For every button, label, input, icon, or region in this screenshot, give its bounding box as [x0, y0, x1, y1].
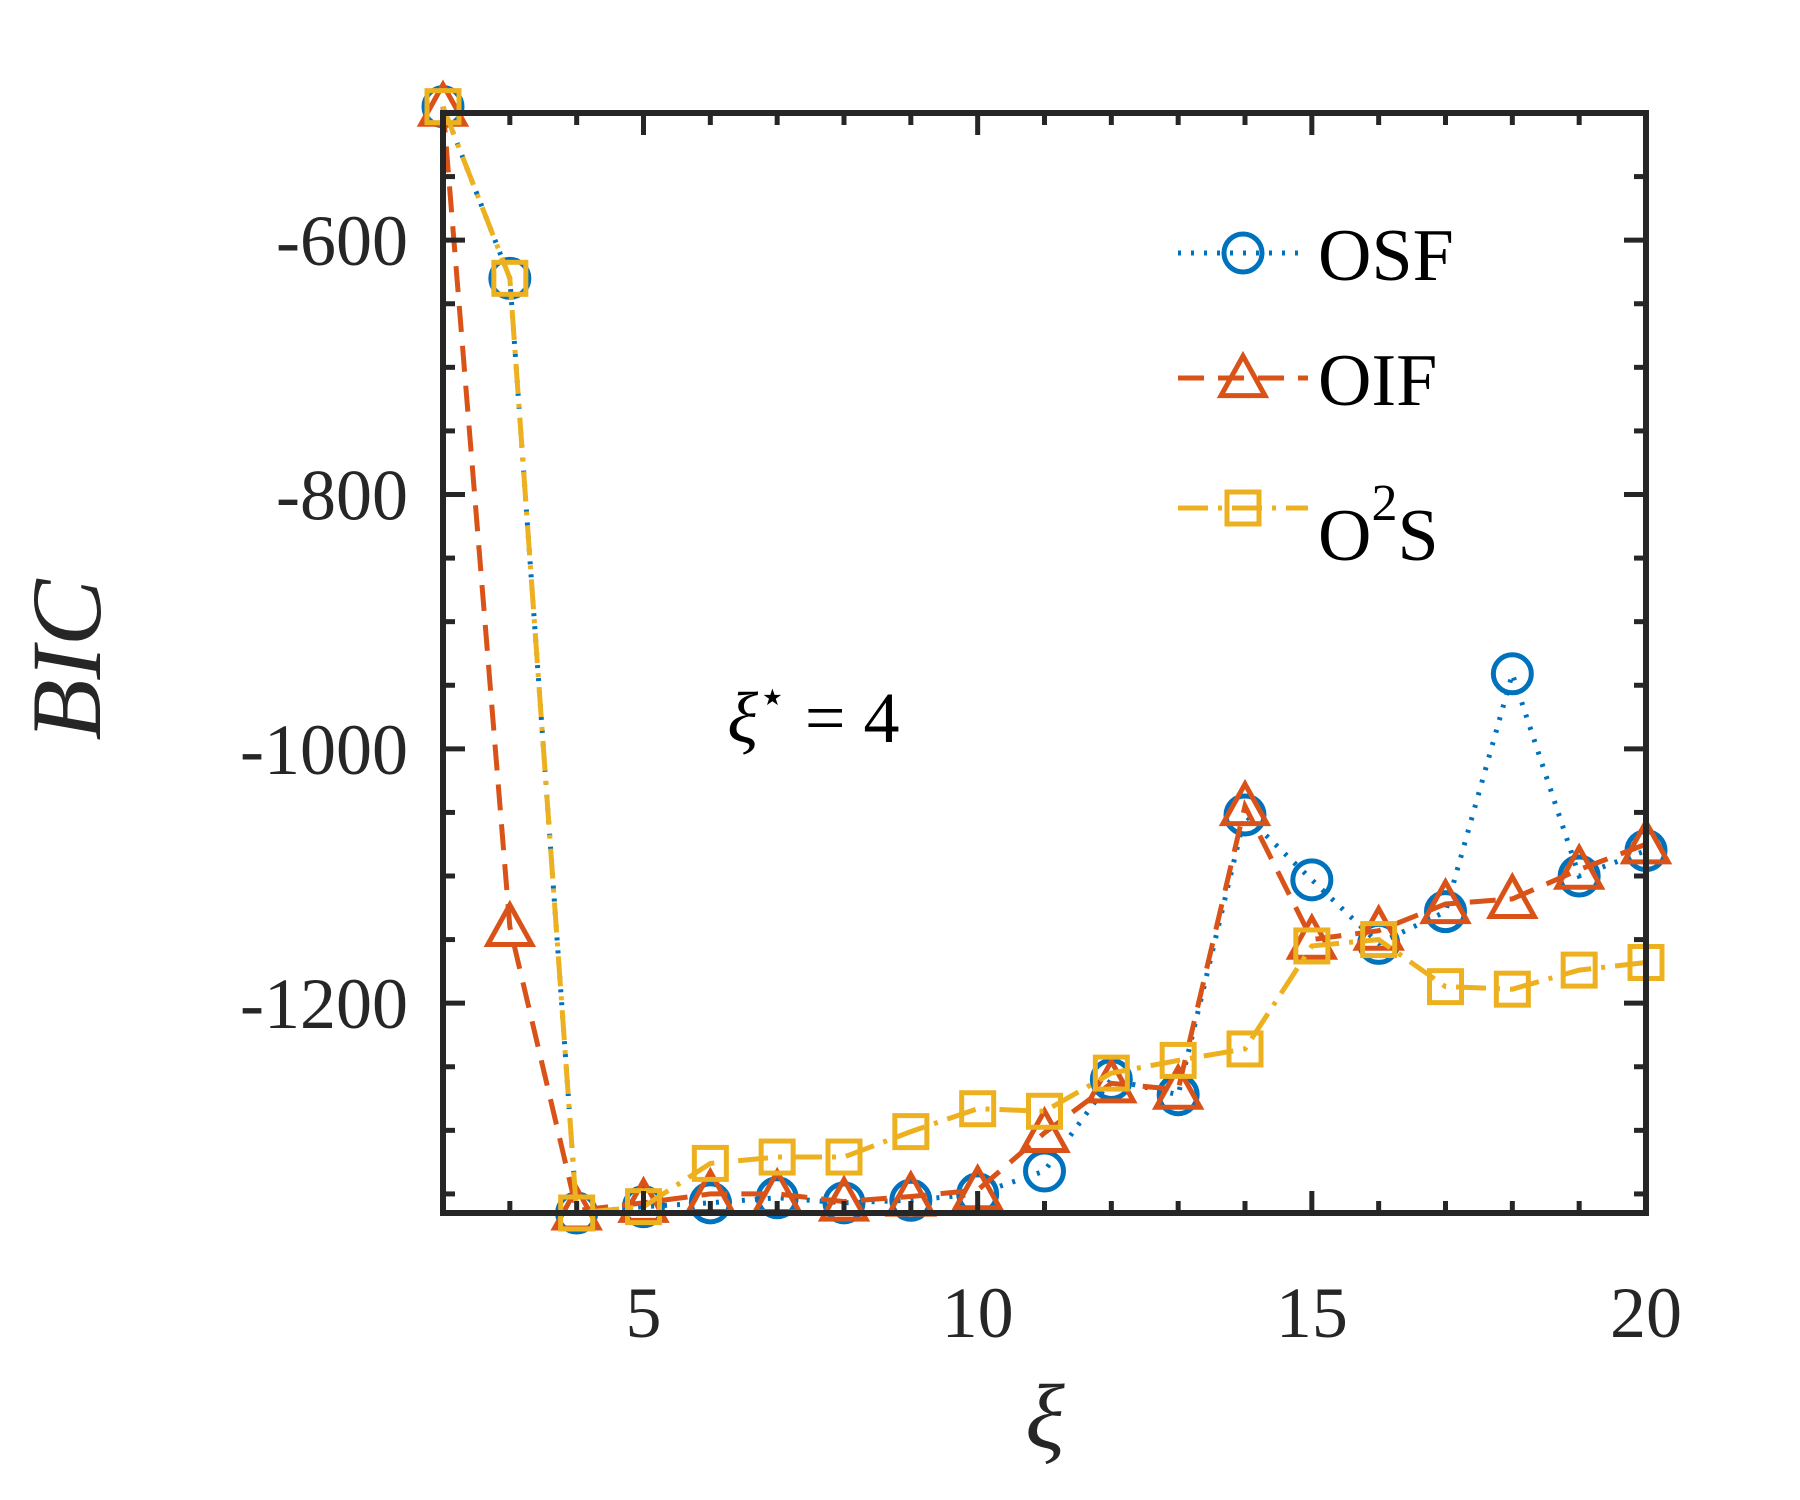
data-point-oif: [1486, 871, 1539, 919]
data-point-os: [825, 1138, 863, 1176]
legend-marker-shape: [1216, 350, 1270, 399]
data-point-osf: [889, 1178, 933, 1222]
x-tick-label: 10: [942, 1273, 1014, 1353]
x-tick-label: 15: [1276, 1273, 1348, 1353]
x-tick-label: 20: [1610, 1273, 1682, 1353]
data-point-os: [491, 259, 529, 297]
data-point-osf: [1490, 652, 1534, 696]
data-point-oif: [1552, 842, 1606, 890]
legend-marker-shape: [1221, 231, 1265, 275]
legend-marker-osf: [1221, 231, 1265, 275]
y-tick-label: -1000: [240, 710, 408, 790]
y-tick-label: -1200: [240, 964, 408, 1044]
data-point-os: [1092, 1054, 1130, 1092]
x-axis-title: ξ: [1025, 1366, 1065, 1468]
data-point-os: [892, 1113, 930, 1151]
legend-label-o2s: O2S: [1318, 475, 1439, 577]
data-point-os: [758, 1138, 796, 1176]
data-point-os: [1159, 1041, 1197, 1079]
plot-area: [443, 113, 1646, 1213]
x-tick-labels: 5 10 15 20: [626, 1273, 1683, 1353]
data-point-os: [1493, 970, 1531, 1008]
annotation-superscript: ⋆: [758, 671, 787, 722]
data-point-osf: [1290, 858, 1334, 902]
data-point-os: [1226, 1030, 1264, 1068]
xi-star-annotation: ξ⋆ = 4: [727, 671, 899, 758]
data-point-oif: [1018, 1105, 1071, 1153]
data-point-oif: [1151, 1062, 1205, 1110]
y-tick-labels: -600 -800 -1000 -1200: [240, 201, 408, 1044]
legend-item-oif: OIF: [1178, 340, 1437, 422]
data-point-os: [1293, 927, 1331, 965]
data-point-os: [1360, 921, 1398, 959]
data-point-oif: [1352, 903, 1405, 951]
x-tick-label: 5: [626, 1273, 662, 1353]
data-point-os: [691, 1144, 729, 1182]
data-point-os: [1427, 968, 1464, 1006]
tick-marks: [440, 110, 1649, 1213]
y-axis-title: BIC: [11, 578, 122, 740]
legend-label-oif: OIF: [1318, 340, 1437, 422]
data-point-os: [959, 1090, 997, 1128]
legend: OSF OIF O2S: [1178, 215, 1454, 577]
data-point-oif: [483, 899, 537, 947]
y-tick-label: -800: [276, 456, 408, 536]
data-point-oif: [1218, 778, 1272, 827]
legend-marker-o2s: [1224, 489, 1262, 527]
data-point-os: [1026, 1092, 1063, 1130]
annotation-text: = 4: [787, 678, 900, 758]
legend-label-osf: OSF: [1318, 215, 1454, 297]
data-point-oif: [1419, 876, 1472, 925]
legend-item-o2s: O2S: [1178, 475, 1439, 577]
annotation-symbol: ξ: [727, 678, 758, 758]
data-point-oif: [1285, 912, 1339, 960]
legend-item-osf: OSF: [1178, 215, 1454, 297]
data-point-os: [1560, 951, 1598, 989]
data-point-oif: [817, 1174, 871, 1222]
y-tick-label: -600: [276, 201, 408, 281]
data-point-os: [625, 1188, 662, 1226]
legend-marker-oif: [1216, 350, 1270, 399]
legend-marker-shape: [1224, 489, 1262, 527]
